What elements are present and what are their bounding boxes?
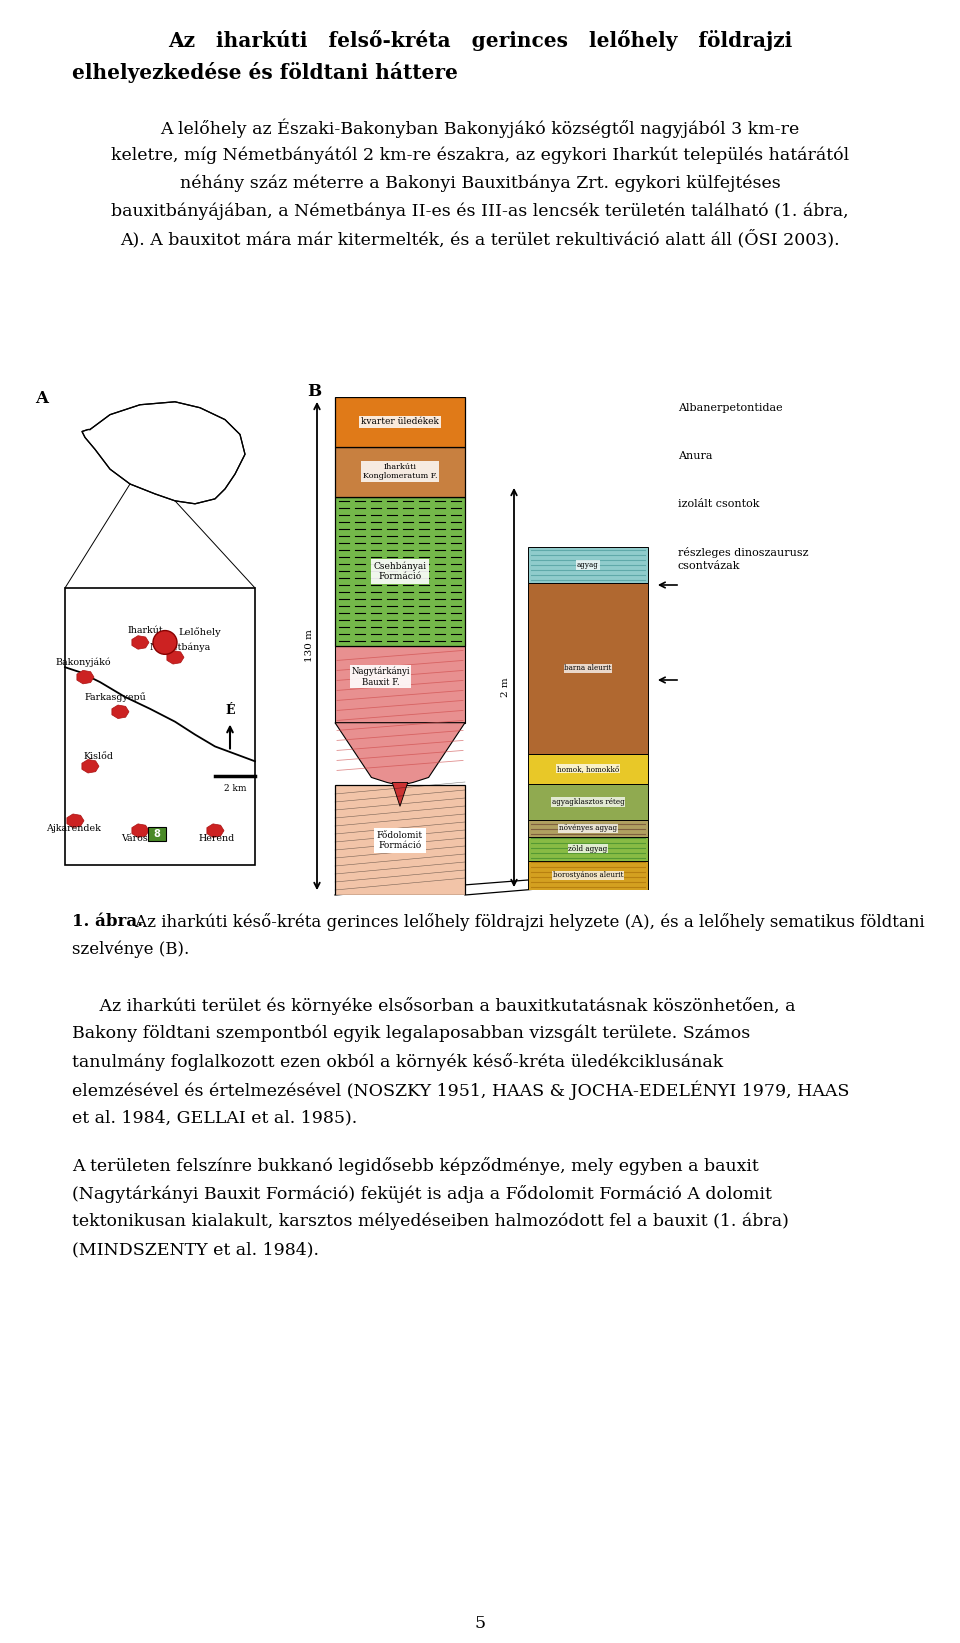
Text: agyagklasztos réteg: agyagklasztos réteg — [552, 798, 624, 807]
Bar — [528, 754, 648, 784]
Text: zöld agyag: zöld agyag — [568, 845, 608, 853]
Text: Iharkút: Iharkút — [127, 626, 163, 634]
Text: 130 m: 130 m — [304, 629, 314, 662]
Text: A: A — [35, 389, 48, 407]
Text: néhány száz méterre a Bakonyi Bauxitbánya Zrt. egykori külfejtéses: néhány száz méterre a Bakonyi Bauxitbány… — [180, 174, 780, 192]
Text: 1. ábra.: 1. ábra. — [72, 914, 143, 930]
Bar — [528, 820, 648, 836]
Text: agyag: agyag — [577, 562, 599, 568]
Polygon shape — [82, 759, 99, 772]
FancyBboxPatch shape — [148, 826, 166, 841]
Text: bauxitbányájában, a Németbánya II-es és III-as lencsék területén található (1. á: bauxitbányájában, a Németbánya II-es és … — [111, 202, 849, 220]
Bar — [528, 836, 648, 861]
Text: A területen felszínre bukkanó legidősebb képződménye, mely egyben a bauxit: A területen felszínre bukkanó legidősebb… — [72, 1157, 758, 1175]
Text: kvarter üledékek: kvarter üledékek — [361, 417, 439, 427]
Bar — [335, 785, 465, 895]
Text: borostyános aleurit: borostyános aleurit — [553, 871, 623, 879]
Circle shape — [153, 631, 177, 654]
Text: Farkasgyepű: Farkasgyepű — [84, 692, 146, 702]
Text: Bakony földtani szempontból egyik legalaposabban vizsgált területe. Számos: Bakony földtani szempontból egyik legala… — [72, 1025, 751, 1043]
Text: növényes agyag: növényes agyag — [559, 825, 617, 833]
Text: barna aleurit: barna aleurit — [564, 664, 612, 672]
Text: É: É — [226, 703, 235, 716]
Bar — [528, 547, 648, 583]
Polygon shape — [67, 813, 84, 828]
Bar — [335, 496, 465, 646]
Text: keletre, míg Németbányától 2 km-re északra, az egykori Iharkút település határát: keletre, míg Németbányától 2 km-re észak… — [111, 146, 849, 164]
Text: elhelyezkedése és földtani háttere: elhelyezkedése és földtani háttere — [72, 62, 458, 84]
Polygon shape — [132, 636, 149, 649]
Bar — [528, 861, 648, 891]
Text: szelvénye (B).: szelvénye (B). — [72, 941, 189, 958]
Polygon shape — [132, 823, 149, 838]
Text: Kislőd: Kislőd — [83, 752, 113, 761]
Text: Csehbányai
Formáció: Csehbányai Formáció — [373, 562, 426, 582]
Text: et al. 1984, GELLAI et al. 1985).: et al. 1984, GELLAI et al. 1985). — [72, 1109, 357, 1125]
Text: Az   iharkúti   felső-kréta   gerinces   lelőhely   földrajzi: Az iharkúti felső-kréta gerinces lelőhel… — [168, 30, 792, 51]
Bar — [335, 447, 465, 496]
Bar — [335, 646, 465, 723]
Text: Fődolomit
Formáció: Fődolomit Formáció — [377, 830, 423, 849]
Text: csontvázak: csontvázak — [678, 560, 740, 572]
Text: Iharkúti
Konglomeratum F.: Iharkúti Konglomeratum F. — [363, 463, 437, 480]
Text: (MINDSZENTY et al. 1984).: (MINDSZENTY et al. 1984). — [72, 1240, 319, 1259]
Text: B: B — [307, 383, 322, 399]
Text: 8: 8 — [154, 828, 160, 838]
Text: 5: 5 — [474, 1615, 486, 1631]
Text: izolált csontok: izolált csontok — [678, 499, 759, 509]
Text: homok, homokkő: homok, homokkő — [557, 764, 619, 772]
Text: Ajkarendek: Ajkarendek — [45, 823, 101, 833]
Text: elemzésével és értelmezésével (NOSZKY 1951, HAAS & JOCHA-EDELÉNYI 1979, HAAS: elemzésével és értelmezésével (NOSZKY 19… — [72, 1081, 850, 1101]
Polygon shape — [335, 723, 465, 785]
Bar — [528, 784, 648, 820]
Text: Bakonyjákó: Bakonyjákó — [55, 657, 110, 667]
Text: A). A bauxitot mára már kitermelték, és a terület rekultiváció alatt áll (ŐSI 20: A). A bauxitot mára már kitermelték, és … — [120, 230, 840, 248]
Polygon shape — [112, 705, 129, 718]
Text: (Nagytárkányi Bauxit Formáció) feküjét is adja a Fődolomit Formáció A dolomit: (Nagytárkányi Bauxit Formáció) feküjét i… — [72, 1185, 772, 1203]
Text: Herend: Herend — [199, 833, 235, 843]
Text: tektonikusan kialakult, karsztos mélyedéseiben halmozódott fel a bauxit (1. ábra: tektonikusan kialakult, karsztos mélyedé… — [72, 1213, 789, 1231]
Polygon shape — [393, 782, 408, 807]
Text: Anura: Anura — [678, 450, 712, 462]
Bar — [65, 588, 255, 866]
Text: Lelőhely: Lelőhely — [178, 628, 221, 637]
Bar — [528, 583, 648, 754]
Text: Németbánya: Németbánya — [150, 642, 210, 652]
Polygon shape — [207, 823, 224, 838]
Text: Nagytárkányi
Bauxit F.: Nagytárkányi Bauxit F. — [351, 667, 410, 687]
Text: Albanerpetontidae: Albanerpetontidae — [678, 403, 782, 412]
Text: A lelőhely az Északi-Bakonyban Bakonyjákó községtől nagyjából 3 km-re: A lelőhely az Északi-Bakonyban Bakonyják… — [160, 118, 800, 138]
Text: tanulmány foglalkozott ezen okból a környék késő-kréta üledékciklusának: tanulmány foglalkozott ezen okból a körn… — [72, 1053, 723, 1071]
Text: Városlőd: Városlőd — [121, 833, 163, 843]
Text: 2 m: 2 m — [501, 677, 511, 697]
Polygon shape — [167, 651, 184, 664]
Text: Az iharkúti késő-kréta gerinces lelőhely földrajzi helyzete (A), és a lelőhely s: Az iharkúti késő-kréta gerinces lelőhely… — [130, 914, 924, 932]
Text: részleges dinoszaurusz: részleges dinoszaurusz — [678, 547, 808, 559]
Bar — [335, 398, 465, 447]
Text: Az iharkúti terület és környéke elsősorban a bauxitkutatásnak köszönhetően, a: Az iharkúti terület és környéke elsősorb… — [72, 997, 796, 1015]
Polygon shape — [82, 403, 245, 504]
Text: 2 km: 2 km — [224, 784, 247, 794]
Polygon shape — [77, 670, 94, 683]
